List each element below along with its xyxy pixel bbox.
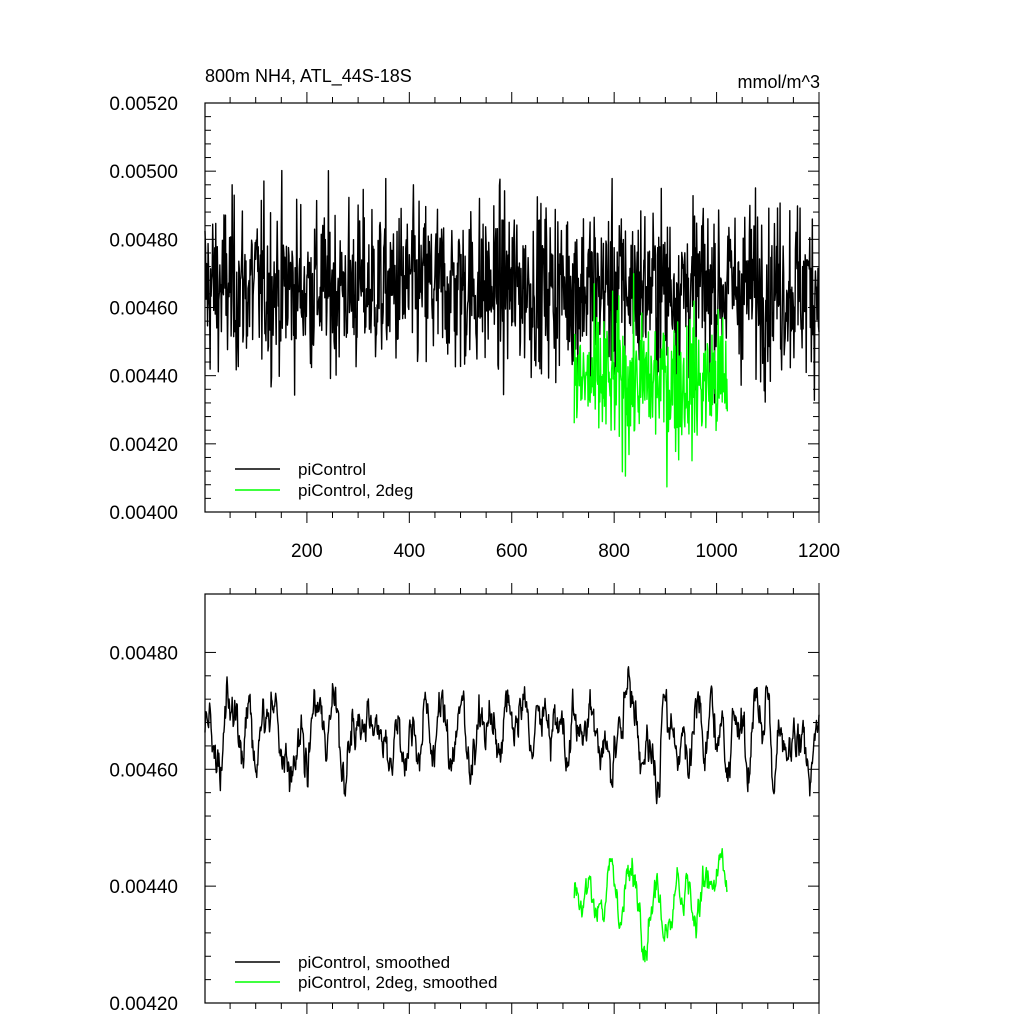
x-tick-label: 1200 (798, 541, 840, 562)
y-tick-label: 0.00520 (109, 94, 178, 115)
legend-label-picontrol-smoothed: piControl, smoothed (298, 953, 450, 972)
y-tick-label: 0.00460 (109, 299, 178, 320)
bottom-panel: 0.00420 0.00440 0.00460 0.00480 piControl, … (109, 583, 820, 1015)
x-tick-label: 200 (291, 541, 323, 562)
chart-title: 800m NH4, ATL_44S-18S (205, 66, 412, 87)
y-tick-label: 0.00460 (109, 760, 178, 781)
y-tick-label: 0.00480 (109, 230, 178, 251)
y-tick-label: 0.00420 (109, 435, 178, 456)
series-line-picontrol (204, 169, 820, 404)
x-tick-label: 600 (496, 541, 528, 562)
y-tick-label: 0.00480 (109, 643, 178, 664)
y-tick-label: 0.00440 (109, 877, 178, 898)
legend-label-picontrol-2deg-smoothed: piControl, 2deg, smoothed (298, 973, 497, 992)
top-panel: 800m NH4, ATL_44S-18S mmol/m^3 0.00400 0.… (109, 66, 840, 562)
plot-frame (204, 102, 820, 513)
series-line-picontrol-2deg (573, 272, 729, 488)
series-line-picontrol-smoothed (204, 666, 820, 805)
y-tick-label: 0.00500 (109, 162, 178, 183)
legend: piControl, smoothed piControl, 2deg, smo… (235, 953, 497, 992)
legend-label-picontrol: piControl (298, 460, 366, 479)
y-tick-label: 0.00440 (109, 367, 178, 388)
x-tick-label: 400 (393, 541, 425, 562)
y-tick-label: 0.00400 (109, 503, 178, 524)
x-tick-label: 1000 (695, 541, 737, 562)
legend-label-picontrol-2deg: piControl, 2deg (298, 481, 413, 500)
series-line-picontrol-2deg-smoothed (573, 848, 728, 963)
chart-units: mmol/m^3 (738, 72, 820, 92)
y-tick-label: 0.00420 (109, 994, 178, 1015)
plot-frame (204, 593, 820, 1004)
x-tick-label: 800 (598, 541, 630, 562)
legend: piControl piControl, 2deg (235, 460, 413, 500)
